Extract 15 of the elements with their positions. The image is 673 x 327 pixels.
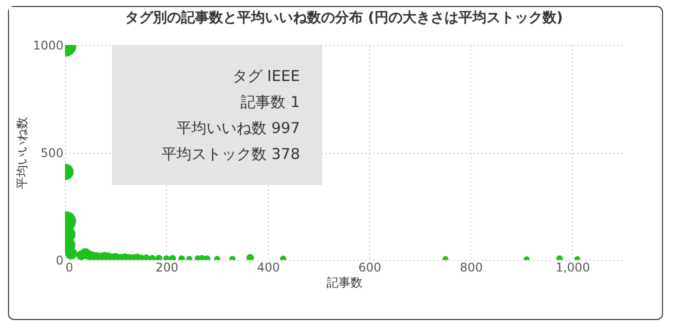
x-tick-label: 1,000 — [556, 260, 590, 274]
annotation: タグ IEEE — [232, 67, 300, 85]
chart-title: タグ別の記事数と平均いいね数の分布 (円の大きさは平均ストック数) — [125, 10, 563, 26]
annotation: 平均いいね数 997 — [176, 119, 300, 137]
y-tick-label: 500 — [40, 146, 64, 160]
y-tick-label: 1000 — [32, 38, 64, 52]
x-tick-label: 200 — [156, 260, 178, 274]
annotation: 平均ストック数 378 — [162, 145, 300, 163]
x-tick-label: 0 — [66, 260, 74, 274]
x-tick-label: 800 — [460, 260, 483, 274]
y-axis-title: 平均いいね数 — [14, 117, 29, 189]
x-tick-label: 400 — [256, 260, 280, 274]
annotation: 記事数 1 — [240, 93, 300, 111]
x-axis-title: 記事数 — [326, 276, 362, 290]
x-tick-label: 600 — [358, 260, 382, 274]
